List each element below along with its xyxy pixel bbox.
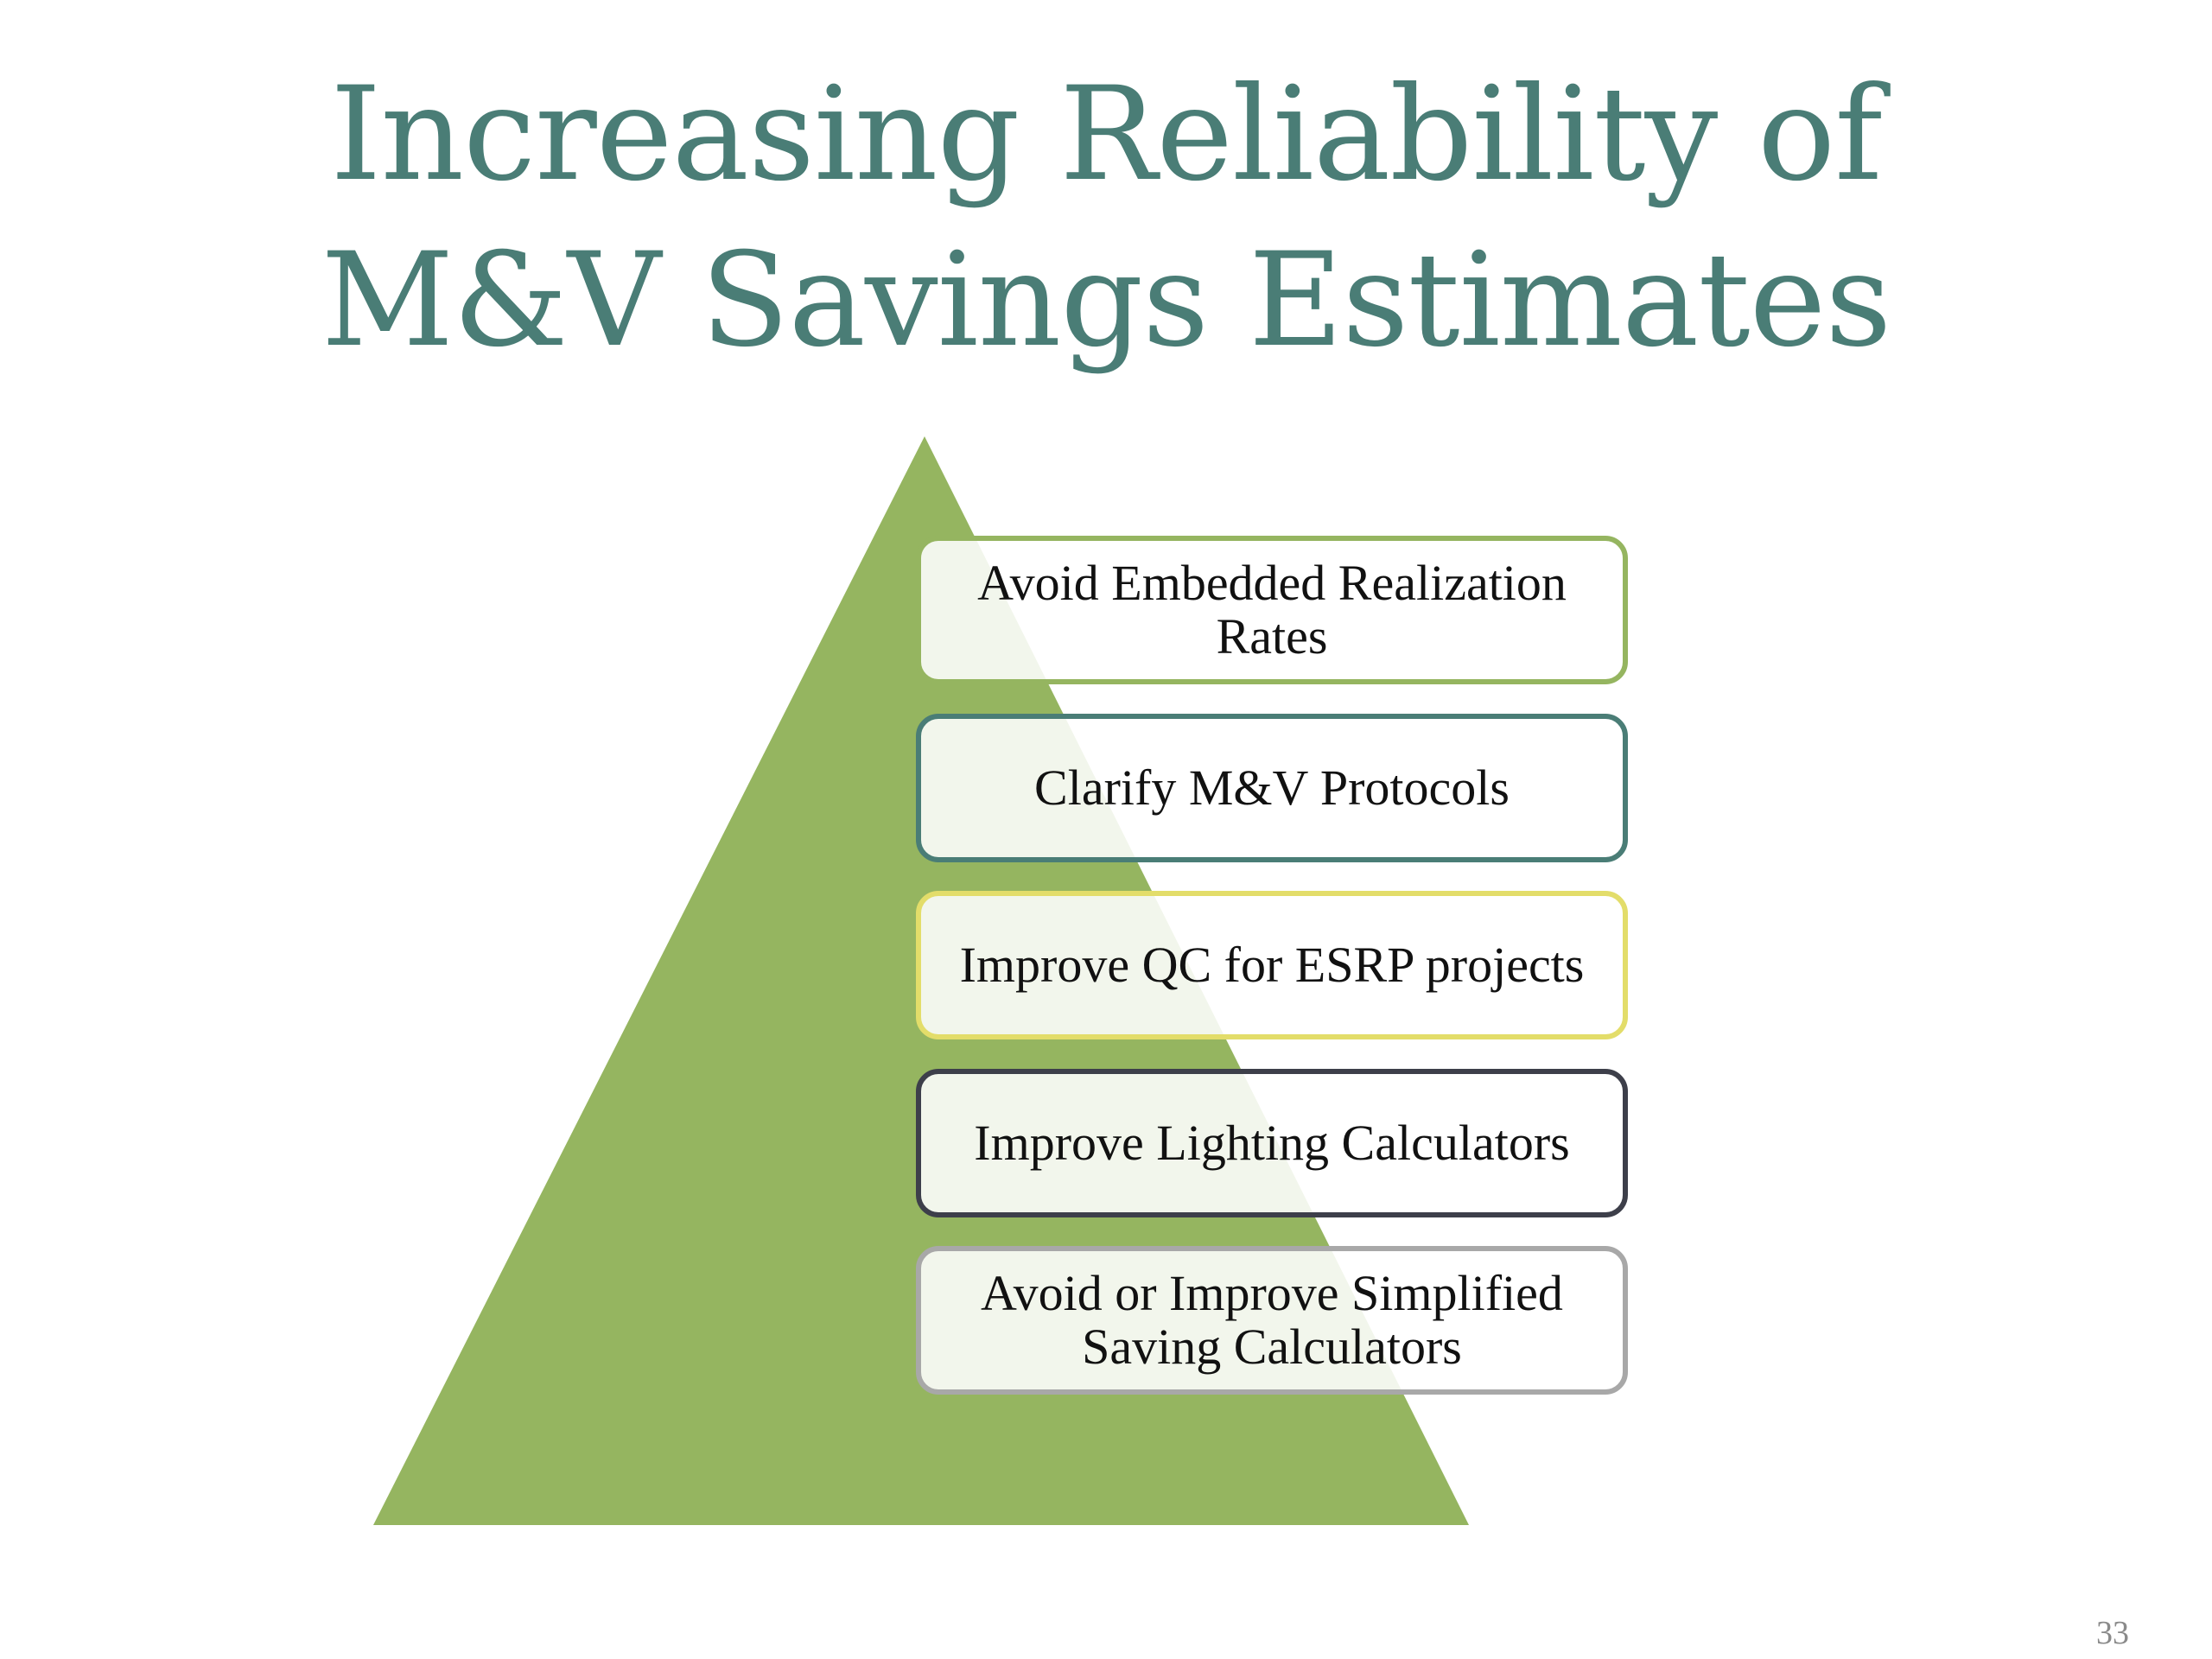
pyramid-level-1: Avoid Embedded Realization Rates xyxy=(916,536,1628,684)
pyramid-level-2: Clarify M&V Protocols xyxy=(916,714,1628,862)
title-line-2: M&V Savings Estimates xyxy=(321,226,1892,376)
pyramid-level-4: Improve Lighting Calculators xyxy=(916,1069,1628,1217)
pyramid-level-2-label: Clarify M&V Protocols xyxy=(1034,760,1510,816)
pyramid-level-3: Improve QC for ESRP projects xyxy=(916,891,1628,1039)
page-number: 33 xyxy=(2096,1615,2129,1651)
pyramid-level-1-label: Avoid Embedded Realization Rates xyxy=(977,555,1567,664)
pyramid-level-5: Avoid or Improve Simplified Saving Calcu… xyxy=(916,1246,1628,1395)
pyramid-level-5-label: Avoid or Improve Simplified Saving Calcu… xyxy=(981,1265,1563,1375)
pyramid-level-3-label: Improve QC for ESRP projects xyxy=(959,937,1585,993)
title-line-1: Increasing Reliability of xyxy=(330,60,1883,210)
pyramid-level-4-label: Improve Lighting Calculators xyxy=(974,1115,1570,1171)
slide-title: Increasing Reliability of M&V Savings Es… xyxy=(0,52,2212,384)
